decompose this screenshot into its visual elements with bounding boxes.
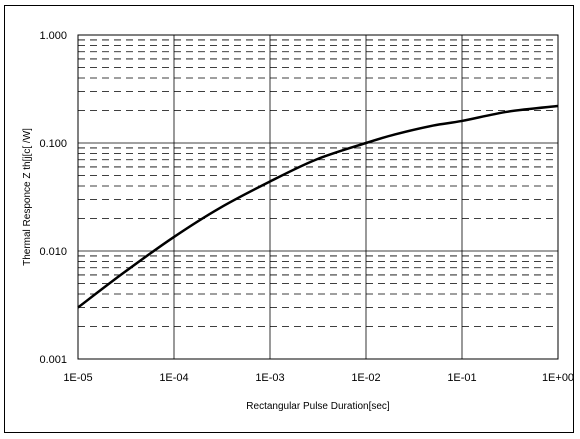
y-tick-label: 0.001 <box>39 354 67 366</box>
chart-frame <box>4 5 574 433</box>
x-tick-label: 1E-02 <box>351 372 380 384</box>
major-gridlines <box>78 35 558 359</box>
y-tick-label: 0.100 <box>39 138 67 150</box>
y-tick-labels: 0.001 0.010 0.100 1.000 <box>39 30 67 366</box>
x-tick-label: 1E-04 <box>159 372 188 384</box>
x-tick-label: 1E+00 <box>542 372 574 384</box>
y-tick-label: 1.000 <box>39 30 67 42</box>
y-axis-label: Thermal Responce Z th[j[c[ /W] <box>22 128 33 266</box>
series-line-thermal-response <box>77 104 559 309</box>
minor-gridlines <box>78 39 558 327</box>
x-axis-label: Rectangular Pulse Duration[sec] <box>246 401 390 412</box>
x-tick-label: 1E-03 <box>255 372 284 384</box>
plot-area-border <box>77 34 559 360</box>
x-tick-label: 1E-01 <box>447 372 476 384</box>
y-tick-label: 0.010 <box>39 246 67 258</box>
x-tick-label: 1E-05 <box>63 372 92 384</box>
x-tick-labels: 1E-05 1E-04 1E-03 1E-02 1E-01 1E+00 <box>63 372 574 384</box>
